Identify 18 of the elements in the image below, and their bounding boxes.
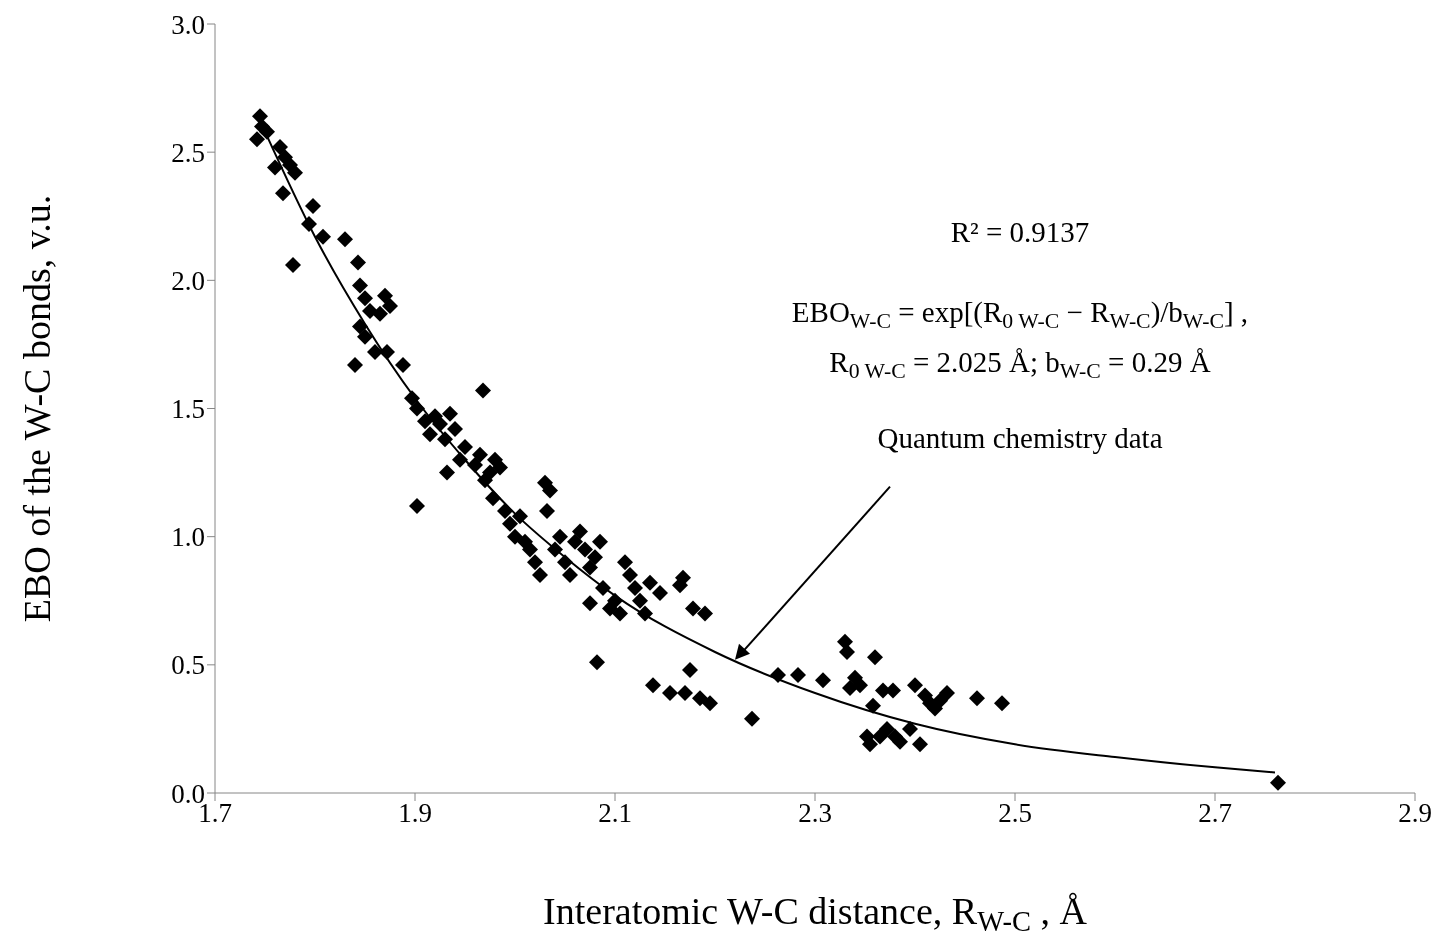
x-axis-title: Interatomic W-C distance, R$_{W-C}$ , Å	[543, 890, 1088, 938]
y-tick-label: 2.5	[171, 137, 205, 168]
y-axis-title: EBO of the W-C bonds, v.u.	[16, 194, 58, 623]
y-tick-label: 1.0	[171, 522, 205, 553]
text: EBO$_{W-C}$ = exp[(R$_{0 W-C}$ − R$_{W-C}$)/b$_{W-C}$] ,	[791, 295, 1249, 333]
y-tick-label: 3.0	[171, 9, 205, 40]
annotation: Quantum chemistry data	[877, 421, 1163, 454]
annotation: R² = 0.9137	[950, 215, 1090, 248]
x-tick-label: 2.3	[798, 798, 832, 829]
y-tick-label: 1.5	[171, 394, 205, 425]
x-tick-label: 2.1	[598, 798, 632, 829]
x-tick-label: 1.9	[398, 798, 432, 829]
annotation: R$_{0 W-C}$ = 2.025 Å; b$_{W-C}$ = 0.29 Å	[829, 345, 1211, 383]
x-tick-label: 2.5	[998, 798, 1032, 829]
x-tick-label: 2.9	[1398, 798, 1432, 829]
x-tick-label: 2.7	[1198, 798, 1232, 829]
y-tick-label: 2.0	[171, 265, 205, 296]
y-tick-label: 0.5	[171, 650, 205, 681]
